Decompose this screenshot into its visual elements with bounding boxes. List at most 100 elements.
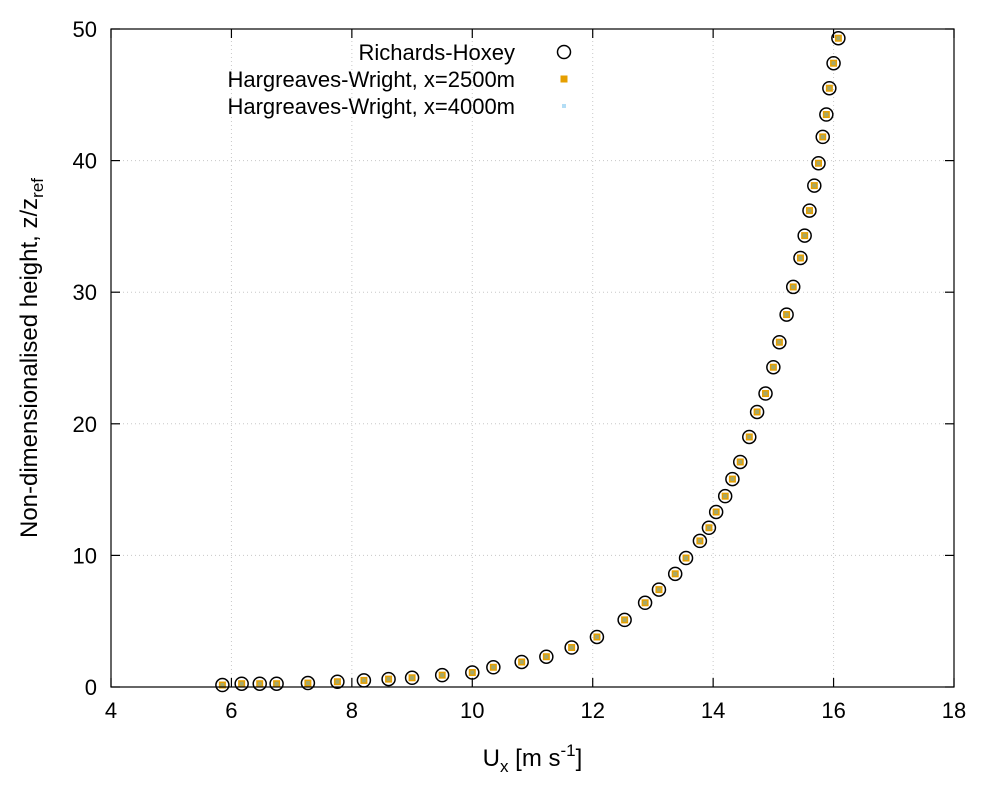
data-point [749, 404, 765, 420]
x-tick-label: 12 [580, 698, 604, 723]
data-point [594, 634, 599, 639]
data-point [763, 391, 768, 396]
data-point [714, 509, 719, 514]
data-point [745, 433, 753, 441]
data-point [544, 654, 549, 659]
data-point [807, 208, 812, 213]
y-tick-label: 50 [73, 17, 97, 42]
data-point [822, 111, 830, 119]
data-point [785, 279, 801, 295]
y-tick-label: 40 [73, 149, 97, 174]
data-point [706, 525, 711, 530]
data-point [671, 570, 679, 578]
data-point [257, 681, 262, 686]
data-point [518, 658, 526, 666]
data-point [239, 681, 244, 686]
data-point [717, 488, 733, 504]
data-point [697, 538, 702, 543]
data-point [470, 670, 475, 675]
data-point [820, 134, 825, 139]
data-point [274, 681, 279, 686]
data-point [736, 458, 744, 466]
legend-entry: Richards-Hoxey [359, 40, 572, 65]
data-point [622, 617, 627, 622]
data-point [542, 653, 550, 661]
data-point [819, 133, 827, 141]
data-point [593, 633, 601, 641]
data-point [723, 494, 728, 499]
data-point [621, 616, 629, 624]
data-point [827, 86, 832, 91]
data-point [656, 587, 661, 592]
data-point [779, 307, 794, 322]
x-axis-title: Ux [m s-1] [483, 741, 583, 776]
legend-marker [556, 44, 572, 60]
data-point [825, 84, 833, 92]
data-point [651, 582, 667, 597]
data-point [682, 554, 690, 562]
data-point [410, 675, 415, 680]
data-point [747, 434, 752, 439]
data-point [784, 312, 789, 317]
x-tick-label: 6 [225, 698, 237, 723]
data-point [816, 161, 821, 166]
data-point [381, 671, 396, 687]
data-point [218, 681, 226, 689]
data-point [465, 665, 480, 680]
data-point [789, 283, 797, 291]
data-point [489, 663, 497, 671]
data-point [721, 492, 729, 500]
series-3 [220, 36, 841, 688]
data-point [696, 537, 704, 545]
x-tick-label: 18 [942, 698, 966, 723]
data-point [802, 233, 807, 238]
data-point [708, 504, 724, 520]
axis-ticks [110, 28, 955, 688]
data-point [434, 667, 450, 683]
data-point [831, 30, 846, 46]
data-point [468, 669, 476, 677]
data-point [539, 649, 554, 664]
data-point [701, 520, 717, 536]
data-point [807, 178, 822, 193]
data-point [728, 475, 736, 483]
data-point [824, 112, 829, 117]
data-point [755, 409, 760, 414]
data-point [386, 677, 391, 682]
data-point [819, 107, 834, 122]
data-point [826, 55, 841, 71]
data-point [568, 644, 576, 652]
data-point [812, 183, 817, 188]
data-point [836, 36, 841, 41]
data-point [783, 311, 791, 319]
data-point [771, 365, 776, 370]
data-point [643, 600, 648, 605]
data-point [273, 680, 281, 688]
data-point [491, 665, 496, 670]
x-tick-label: 14 [701, 698, 725, 723]
plot-frame [110, 28, 955, 688]
data-point [758, 386, 773, 401]
data-point [815, 159, 823, 167]
x-tick-label: 8 [346, 698, 358, 723]
data-point [333, 678, 341, 686]
tick-labels: 4 6 8 10 12 14 16 18 0 10 20 30 40 50 [73, 17, 967, 723]
legend-entry: Hargreaves-Wright, x=4000m [227, 94, 566, 119]
y-tick-label: 30 [73, 280, 97, 305]
data-point [742, 429, 757, 445]
data-point [438, 671, 446, 679]
data-point [252, 676, 267, 691]
data-point [753, 408, 761, 416]
data-point [766, 359, 781, 375]
legend-entry: Hargreaves-Wright, x=2500m [227, 67, 568, 92]
data-point [798, 255, 803, 260]
data-point [775, 338, 783, 346]
data-point [404, 670, 420, 686]
data-point [215, 677, 230, 693]
series-2 [218, 34, 842, 689]
data-point [330, 674, 345, 689]
data-point [569, 645, 574, 650]
data-point [834, 34, 842, 42]
data-point [440, 673, 445, 678]
data-point [810, 182, 818, 190]
